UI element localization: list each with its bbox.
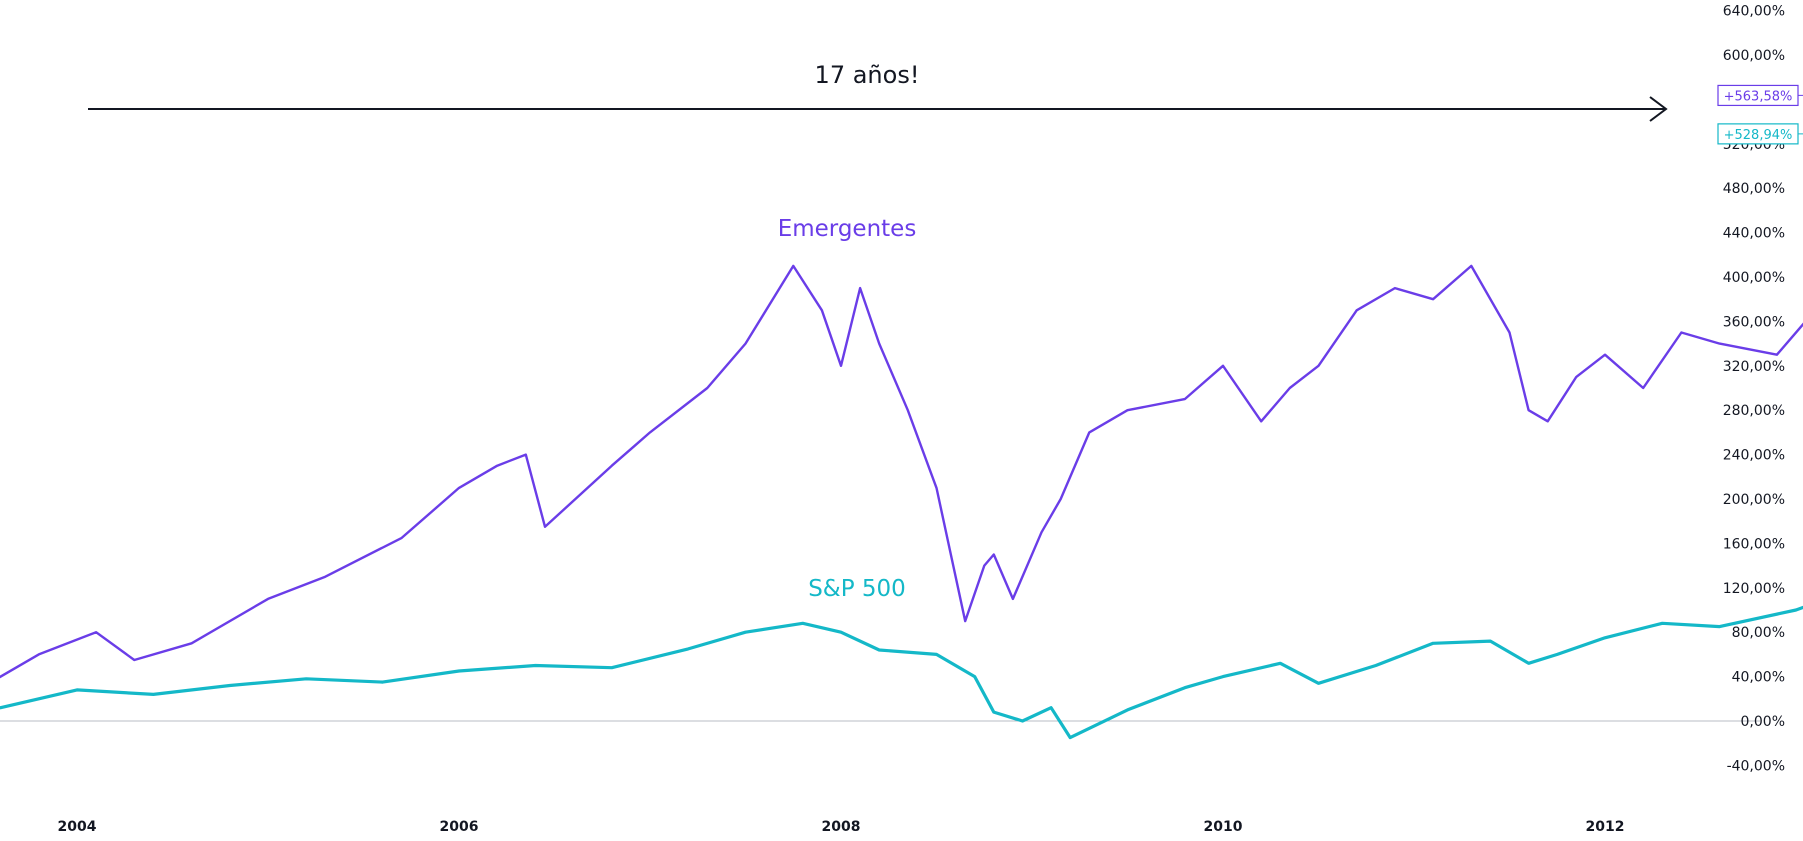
last-value-label: +563,58% [1724,89,1793,104]
x-tick-label: 2008 [822,819,861,835]
last-value-badge [1717,84,1799,107]
last-value-label: +528,94% [1724,128,1793,143]
series-layer [0,264,1803,740]
y-tick-label: 600,00% [1723,48,1785,64]
y-tick-label: 160,00% [1723,536,1785,552]
emergentes-label: Emergentes [778,216,917,242]
y-tick-label: 480,00% [1723,181,1785,197]
y-tick-label: 200,00% [1723,492,1785,508]
x-axis: 200420062008201020122014201620182020 [58,819,1625,835]
series-line-sp500 [0,605,1803,740]
series-line-emergentes [0,264,1803,679]
x-tick-label: 2004 [58,819,97,835]
last-value-badge [1717,123,1799,145]
y-tick-label: 360,00% [1723,314,1785,330]
arrow-annotation: 17 años! [815,61,920,89]
x-tick-label: 2012 [1586,819,1625,835]
sp500-label: S&P 500 [808,576,906,602]
arrow-head [1649,96,1668,122]
duration-arrow [88,96,1668,122]
y-tick-label: 40,00% [1732,670,1785,686]
x-tick-label: 2006 [440,819,479,835]
y-axis: 640,00%600,00%520,00%480,00%440,00%400,0… [1723,4,1785,775]
y-tick-label: 0,00% [1741,714,1785,730]
y-tick-label: 440,00% [1723,226,1785,242]
last-value-badges: +563,58% +528,94% [1717,84,1803,145]
y-tick-label: 320,00% [1723,359,1785,375]
y-tick-label: -40,00% [1727,758,1785,774]
x-tick-label: 2010 [1204,819,1243,835]
y-tick-label: 80,00% [1732,625,1785,641]
y-tick-label: 280,00% [1723,403,1785,419]
y-tick-label: 640,00% [1723,4,1785,20]
y-tick-label: 400,00% [1723,270,1785,286]
y-tick-label: 240,00% [1723,448,1785,464]
y-tick-label: 120,00% [1723,581,1785,597]
